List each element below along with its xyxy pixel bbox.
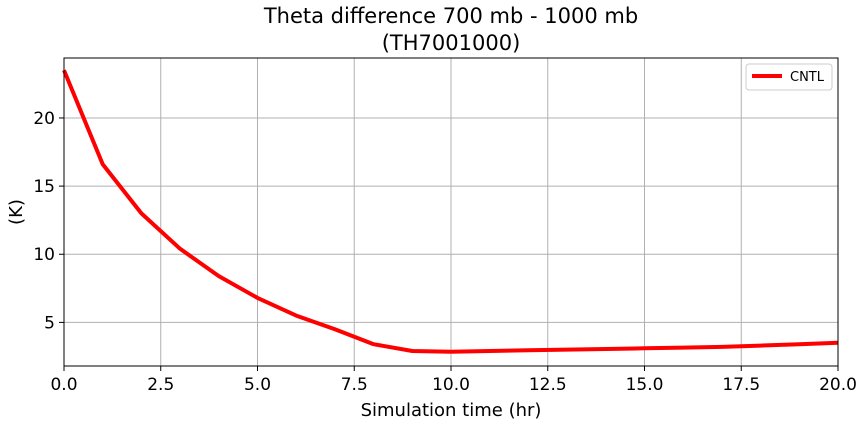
y-tick-label: 5 (44, 313, 55, 333)
chart-subtitle: (TH7001000) (382, 31, 521, 55)
legend-box (745, 63, 833, 91)
x-tick-label: 0.0 (50, 375, 77, 395)
y-axis-label: (K) (6, 199, 27, 225)
chart-title: Theta difference 700 mb - 1000 mb (263, 4, 638, 28)
x-tick-label: 17.5 (722, 375, 760, 395)
x-axis-label: Simulation time (hr) (361, 400, 542, 421)
legend: CNTL (745, 63, 833, 91)
y-tick-label: 20 (33, 109, 55, 129)
y-tick-label: 10 (33, 245, 55, 265)
x-tick-label: 20.0 (819, 375, 857, 395)
x-tick-label: 10.0 (432, 375, 470, 395)
x-tick-label: 2.5 (147, 375, 174, 395)
x-tick-label: 7.5 (341, 375, 368, 395)
x-tick-label: 12.5 (529, 375, 567, 395)
ticks: 0.0 2.5 5.0 7.5 10.0 12.5 15.0 17.5 20.0 5 10 15 20 (33, 109, 857, 395)
series-line-cntl (62, 69, 839, 354)
x-tick-label: 5.0 (244, 375, 271, 395)
legend-label: CNTL (790, 70, 825, 85)
grid (63, 58, 839, 366)
y-tick-label: 15 (33, 177, 55, 197)
x-tick-label: 15.0 (626, 375, 664, 395)
series-layer (62, 69, 839, 354)
